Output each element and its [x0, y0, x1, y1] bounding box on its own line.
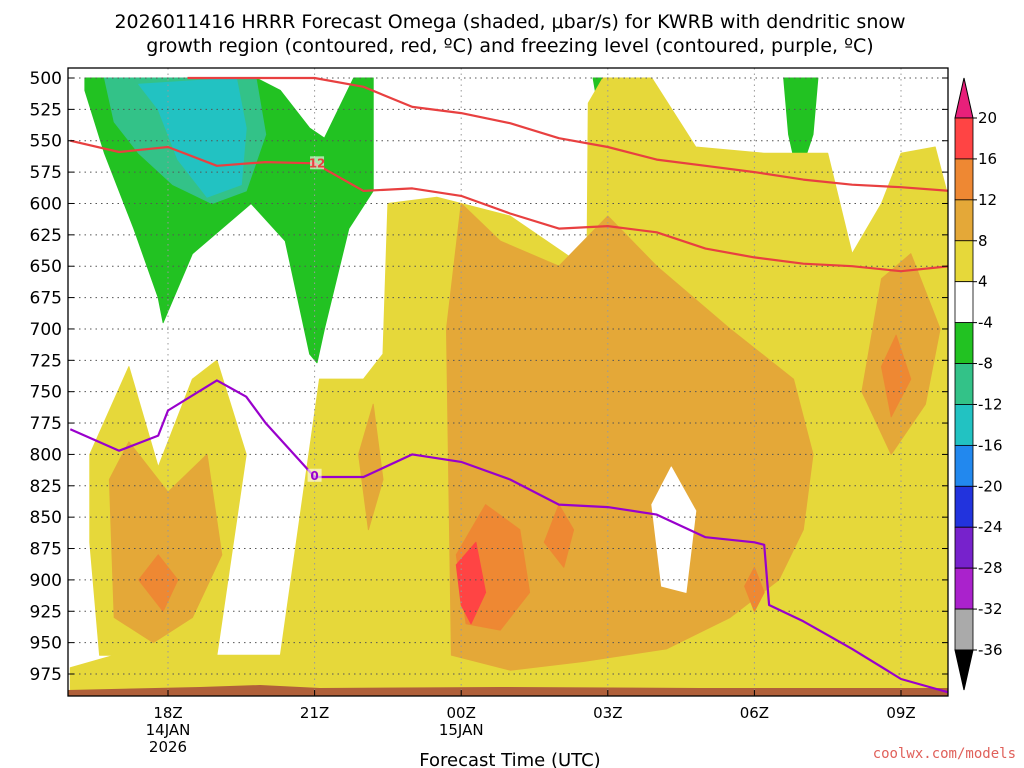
- colorbar-label-20: 20: [978, 109, 997, 127]
- colorbar-bin-8-12: [954, 199, 974, 242]
- omega-region-17: [651, 466, 697, 593]
- colorbar-label-8: 8: [978, 232, 988, 250]
- omega-region-16: [455, 541, 487, 625]
- colorbar-label--28: -28: [978, 559, 1003, 577]
- chart-title-line2: growth region (contoured, red, ºC) and f…: [146, 35, 873, 57]
- contour-label-freezing-level-0: 0: [310, 469, 318, 483]
- colorbar-label--12: -12: [978, 395, 1003, 413]
- colorbar-bin--36--32: [954, 608, 974, 651]
- xtick-label-0-1: 14JAN: [146, 721, 191, 739]
- xtick-label-6-0: 00Z: [447, 704, 476, 722]
- colorbar: 20 16 12 8 4 -4 -8 -12 -16 -20 -24 -28 -32 -36: [954, 77, 1003, 691]
- omega-region-10: [358, 403, 384, 531]
- ytick-label-850: 850: [30, 508, 62, 528]
- terrain: [68, 685, 948, 696]
- ytick-label-675: 675: [30, 289, 62, 309]
- terrain-ground: [68, 685, 948, 696]
- omega-region-15: [744, 566, 765, 612]
- colorbar-bin--28--24: [954, 526, 974, 569]
- xtick-label-0-2: 2026: [149, 738, 187, 756]
- contour-label-dendritic-lower-12: 12: [309, 156, 326, 170]
- ytick-label-650: 650: [30, 257, 62, 277]
- colorbar-label-16: 16: [978, 150, 997, 168]
- xtick-label-6-1: 15JAN: [439, 721, 484, 739]
- contour-dendritic-upper: [187, 76, 948, 192]
- ytick-label-550: 550: [30, 132, 62, 152]
- colorbar-bin--12--8: [954, 363, 974, 405]
- contour-lines: 12 0: [69, 76, 948, 694]
- colorbar-over-triangle: [954, 77, 974, 119]
- colorbar-bin--16--12: [954, 404, 974, 446]
- ytick-label-825: 825: [30, 477, 62, 497]
- contour-label-bg-freezing-level-0: [307, 468, 322, 482]
- ytick-label-600: 600: [30, 194, 62, 214]
- colorbar-label-4: 4: [978, 273, 988, 291]
- colorbar-label--20: -20: [978, 477, 1003, 495]
- colorbar-label--36: -36: [978, 641, 1003, 659]
- ytick-label-875: 875: [30, 540, 62, 560]
- colorbar-under-triangle: [954, 649, 974, 691]
- colorbar-bin-4-8: [954, 240, 974, 283]
- colorbar-label--4: -4: [978, 314, 993, 332]
- plot-frame: [67, 67, 949, 697]
- colorbar-bin--24--20: [954, 485, 974, 528]
- ytick-label-625: 625: [30, 226, 62, 246]
- ytick-label-725: 725: [30, 351, 62, 371]
- ytick-label-500: 500: [30, 69, 62, 89]
- contour-dendritic-lower-12: [70, 139, 948, 273]
- grid-lines: [68, 68, 948, 696]
- colorbar-bin-16-20: [954, 117, 974, 160]
- colorbar-label--8: -8: [978, 355, 993, 373]
- xtick-label-0-0: 18Z: [153, 704, 182, 722]
- colorbar-bin--32--28: [954, 567, 974, 610]
- ytick-label-800: 800: [30, 445, 62, 465]
- colorbar-bin--4-4: [954, 281, 974, 324]
- colorbar-bin--20--16: [954, 444, 974, 487]
- ytick-label-975: 975: [30, 665, 62, 685]
- ytick-label-525: 525: [30, 100, 62, 120]
- omega-region-2: [138, 77, 247, 198]
- credit-text: coolwx.com/models: [873, 746, 1016, 762]
- omega-region-14: [543, 504, 575, 568]
- xtick-label-3-0: 21Z: [300, 704, 329, 722]
- omega-region-7: [446, 203, 814, 671]
- ytick-label-750: 750: [30, 383, 62, 403]
- colorbar-bin-12-16: [954, 158, 974, 201]
- omega-region-13: [881, 334, 912, 418]
- ytick-label-775: 775: [30, 414, 62, 434]
- ytick-label-900: 900: [30, 571, 62, 591]
- chart-title-line1: 2026011416 HRRR Forecast Omega (shaded, …: [114, 11, 905, 33]
- colorbar-label--16: -16: [978, 436, 1003, 454]
- ytick-label-575: 575: [30, 163, 62, 183]
- xtick-label-15-0: 09Z: [886, 704, 915, 722]
- xtick-label-9-0: 03Z: [593, 704, 622, 722]
- ytick-label-950: 950: [30, 634, 62, 654]
- ytick-label-925: 925: [30, 602, 62, 622]
- colorbar-label--32: -32: [978, 600, 1003, 618]
- colorbar-label-12: 12: [978, 191, 997, 209]
- omega-region-8: [108, 441, 223, 644]
- plot-area: 12 0: [68, 68, 948, 696]
- colorbar-bin--8--4: [954, 322, 974, 364]
- colorbar-label--24: -24: [978, 518, 1003, 536]
- x-axis-label: Forecast Time (UTC): [419, 750, 600, 768]
- ytick-label-700: 700: [30, 320, 62, 340]
- contour-label-bg-dendritic-lower-12: [310, 156, 325, 170]
- xtick-label-12-0: 06Z: [740, 704, 769, 722]
- contour-freezing-level-0: [69, 379, 948, 694]
- y-axis: 500 525 550 575 600 625 650 675 700 725 750 775 800 8…: [30, 69, 948, 685]
